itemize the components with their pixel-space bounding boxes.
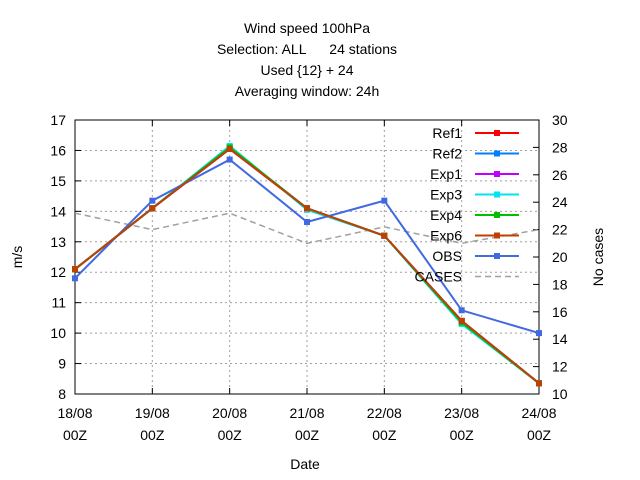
- y-tick-label: 16: [50, 142, 66, 158]
- x-tick-label-date: 24/08: [521, 405, 556, 421]
- series-point-obs: [149, 197, 156, 204]
- series-point-obs: [304, 218, 310, 225]
- series-point-obs: [536, 330, 542, 337]
- series-point-exp6: [536, 380, 542, 387]
- series-point-exp6: [381, 232, 388, 239]
- y-tick-label: 12: [50, 264, 66, 280]
- x-tick-label-hour: 00Z: [295, 427, 320, 443]
- y2-tick-label: 10: [552, 386, 568, 402]
- series-point-obs: [226, 156, 233, 163]
- legend-marker-exp1: [494, 171, 500, 177]
- y2-tick-label: 30: [552, 112, 568, 128]
- legend-marker-exp6: [494, 232, 500, 239]
- legend-label-exp3: Exp3: [430, 187, 462, 203]
- series-point-obs: [458, 307, 465, 314]
- x-tick-label-date: 18/08: [57, 405, 92, 421]
- x-tick-label-hour: 00Z: [450, 427, 475, 443]
- series-point-obs: [72, 275, 78, 282]
- series-group: [72, 142, 542, 387]
- y-axis-label: m/s: [9, 246, 25, 269]
- series-point-exp6: [149, 205, 156, 212]
- legend: Ref1 Ref2 Exp1 Exp3 Exp4 Exp6 OBS CASES: [415, 125, 519, 285]
- x-tick-label-date: 21/08: [289, 405, 324, 421]
- title-line-3: Used {12} + 24: [260, 62, 353, 78]
- legend-marker-ref1: [494, 130, 500, 136]
- legend-label-cases: CASES: [415, 269, 462, 285]
- legend-label-ref2: Ref2: [432, 146, 462, 162]
- x-tick-label-hour: 00Z: [218, 427, 243, 443]
- legend-marker-obs: [494, 253, 500, 259]
- y2-tick-label: 12: [552, 359, 568, 375]
- x-tick-label-hour: 00Z: [63, 427, 88, 443]
- y2-axis-label: No cases: [590, 228, 606, 286]
- y-tick-label: 15: [50, 173, 66, 189]
- x-axis-label: Date: [290, 456, 320, 472]
- y2-tick-label: 14: [552, 331, 568, 347]
- y2-tick-label: 26: [552, 167, 568, 183]
- x-tick-label-hour: 00Z: [527, 427, 552, 443]
- legend-marker-exp4: [494, 212, 500, 218]
- x-tick-label-date: 23/08: [444, 405, 479, 421]
- legend-marker-exp3: [494, 191, 500, 198]
- legend-label-exp1: Exp1: [430, 166, 462, 182]
- y2-tick-label: 16: [552, 304, 568, 320]
- y-tick-label: 8: [58, 386, 66, 402]
- title-line-4: Averaging window: 24h: [235, 83, 380, 99]
- x-tick-label-date: 22/08: [367, 405, 402, 421]
- y-tick-label: 17: [50, 112, 66, 128]
- series-point-exp6: [72, 266, 78, 273]
- chart-title: Wind speed 100hPa Selection: ALL 24 stat…: [217, 20, 397, 99]
- y-tick-label: 14: [50, 203, 66, 219]
- y-axis-ticks: 8 9 10 11 12 13 14 15 16 17: [50, 112, 81, 402]
- y2-tick-label: 20: [552, 249, 568, 265]
- y-tick-label: 11: [51, 295, 66, 311]
- legend-label-exp4: Exp4: [430, 207, 462, 223]
- x-tick-label-hour: 00Z: [372, 427, 397, 443]
- y2-tick-label: 24: [552, 194, 568, 210]
- series-point-exp6: [458, 317, 465, 324]
- x-axis-ticks: 18/08 00Z 19/08 00Z 20/08 00Z 21/08 00Z 22/08 00Z…: [57, 120, 557, 443]
- legend-label-ref1: Ref1: [432, 125, 462, 141]
- y2-axis-ticks: 10 12 14 16 18 20 22 24 26 28 30: [533, 112, 568, 402]
- y2-tick-label: 22: [552, 222, 568, 238]
- x-tick-label-date: 20/08: [212, 405, 247, 421]
- series-point-exp6: [304, 205, 310, 212]
- title-line-2: Selection: ALL 24 stations: [217, 41, 397, 57]
- legend-label-obs: OBS: [432, 248, 462, 264]
- y-tick-label: 10: [50, 325, 66, 341]
- legend-label-exp6: Exp6: [430, 228, 462, 244]
- x-tick-label-hour: 00Z: [140, 427, 165, 443]
- series-point-exp6: [226, 145, 233, 152]
- title-line-1: Wind speed 100hPa: [244, 20, 370, 36]
- grid: [75, 120, 539, 394]
- series-line-cases: [74, 212, 540, 245]
- y2-tick-label: 28: [552, 139, 568, 155]
- legend-marker-ref2: [494, 150, 500, 157]
- y-tick-label: 13: [50, 234, 66, 250]
- y2-tick-label: 18: [552, 276, 568, 292]
- y-tick-label: 9: [58, 356, 66, 372]
- x-tick-label-date: 19/08: [135, 405, 170, 421]
- series-point-obs: [381, 197, 388, 204]
